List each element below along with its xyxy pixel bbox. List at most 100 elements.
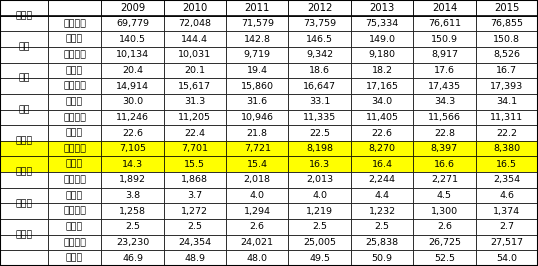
- Text: 사망률: 사망률: [66, 35, 83, 44]
- Bar: [164, 110, 226, 125]
- Text: 기타암: 기타암: [16, 230, 33, 239]
- Text: 1,272: 1,272: [181, 207, 208, 216]
- Text: 17,393: 17,393: [490, 82, 523, 90]
- Bar: [48, 125, 101, 141]
- Bar: [164, 0, 226, 16]
- Text: 9,342: 9,342: [306, 50, 333, 59]
- Bar: [351, 172, 413, 188]
- Bar: [476, 203, 538, 219]
- Text: 24,354: 24,354: [178, 238, 211, 247]
- Bar: [101, 125, 164, 141]
- Text: 4.6: 4.6: [499, 191, 514, 200]
- Bar: [164, 156, 226, 172]
- Bar: [413, 78, 476, 94]
- Text: 48.9: 48.9: [185, 254, 206, 263]
- Bar: [48, 188, 101, 203]
- Bar: [288, 203, 351, 219]
- Bar: [101, 63, 164, 78]
- Text: 73,759: 73,759: [303, 19, 336, 28]
- Text: 2.7: 2.7: [499, 222, 514, 231]
- Text: 17.6: 17.6: [434, 66, 455, 75]
- Bar: [476, 0, 538, 16]
- Bar: [101, 188, 164, 203]
- Bar: [413, 16, 476, 31]
- Text: 48.0: 48.0: [247, 254, 268, 263]
- Text: 23,230: 23,230: [116, 238, 149, 247]
- Bar: [413, 110, 476, 125]
- Text: 22.5: 22.5: [309, 128, 330, 138]
- Text: 149.0: 149.0: [369, 35, 395, 44]
- Bar: [288, 188, 351, 203]
- Bar: [226, 141, 288, 156]
- Bar: [101, 235, 164, 250]
- Text: 3.8: 3.8: [125, 191, 140, 200]
- Text: 사망률: 사망률: [66, 191, 83, 200]
- Text: 34.3: 34.3: [434, 97, 455, 106]
- Text: 52.5: 52.5: [434, 254, 455, 263]
- Bar: [351, 156, 413, 172]
- Text: 4.0: 4.0: [250, 191, 265, 200]
- Bar: [164, 188, 226, 203]
- Text: 15,860: 15,860: [241, 82, 274, 90]
- Bar: [476, 94, 538, 110]
- Bar: [351, 110, 413, 125]
- Text: 30.0: 30.0: [122, 97, 143, 106]
- Bar: [288, 141, 351, 156]
- Bar: [0, 47, 48, 63]
- Text: 8,526: 8,526: [493, 50, 520, 59]
- Bar: [48, 94, 101, 110]
- Bar: [101, 219, 164, 235]
- Bar: [288, 235, 351, 250]
- Bar: [164, 250, 226, 266]
- Bar: [476, 250, 538, 266]
- Text: 16.7: 16.7: [497, 66, 518, 75]
- Text: 75,334: 75,334: [365, 19, 399, 28]
- Text: 20.4: 20.4: [122, 66, 143, 75]
- Text: 76,611: 76,611: [428, 19, 461, 28]
- Text: 34.0: 34.0: [371, 97, 393, 106]
- Text: 15.4: 15.4: [247, 160, 268, 169]
- Text: 10,031: 10,031: [178, 50, 211, 59]
- Text: 144.4: 144.4: [181, 35, 208, 44]
- Text: 8,198: 8,198: [306, 144, 333, 153]
- Bar: [226, 110, 288, 125]
- Bar: [288, 47, 351, 63]
- Text: 사망률: 사망률: [66, 160, 83, 169]
- Bar: [413, 47, 476, 63]
- Text: 19.4: 19.4: [247, 66, 268, 75]
- Text: 22.8: 22.8: [434, 128, 455, 138]
- Bar: [226, 47, 288, 63]
- Text: 사망률: 사망률: [66, 254, 83, 263]
- Bar: [164, 94, 226, 110]
- Bar: [164, 63, 226, 78]
- Bar: [226, 16, 288, 31]
- Text: 34.1: 34.1: [496, 97, 518, 106]
- Bar: [413, 188, 476, 203]
- Bar: [288, 94, 351, 110]
- Bar: [226, 31, 288, 47]
- Text: 2.6: 2.6: [250, 222, 265, 231]
- Text: 46.9: 46.9: [122, 254, 143, 263]
- Text: 사망률: 사망률: [66, 222, 83, 231]
- Bar: [476, 31, 538, 47]
- Text: 11,311: 11,311: [490, 113, 523, 122]
- Bar: [351, 250, 413, 266]
- Text: 사망자수: 사망자수: [63, 50, 86, 59]
- Text: 2013: 2013: [370, 3, 395, 13]
- Text: 11,405: 11,405: [365, 113, 399, 122]
- Bar: [0, 156, 48, 172]
- Text: 사망자수: 사망자수: [63, 144, 86, 153]
- Bar: [288, 78, 351, 94]
- Bar: [226, 156, 288, 172]
- Text: 14,914: 14,914: [116, 82, 149, 90]
- Bar: [101, 47, 164, 63]
- Bar: [164, 172, 226, 188]
- Bar: [476, 235, 538, 250]
- Text: 2011: 2011: [245, 3, 270, 13]
- Bar: [413, 0, 476, 16]
- Bar: [476, 219, 538, 235]
- Text: 10,134: 10,134: [116, 50, 149, 59]
- Text: 4.4: 4.4: [374, 191, 390, 200]
- Bar: [0, 31, 48, 47]
- Text: 31.6: 31.6: [247, 97, 268, 106]
